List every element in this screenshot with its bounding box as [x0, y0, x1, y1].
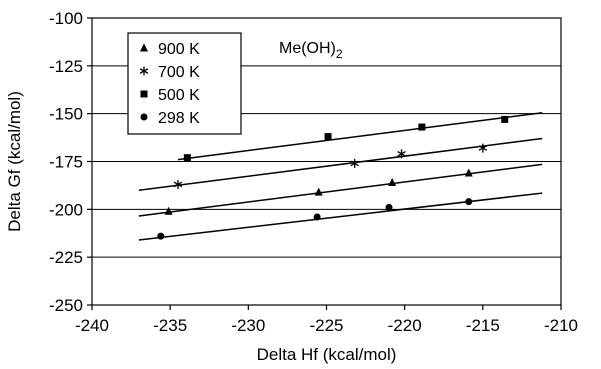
legend-marker — [140, 43, 148, 52]
y-tick-label: -100 — [49, 9, 83, 28]
data-point — [501, 115, 509, 123]
y-tick-label: -125 — [49, 57, 83, 76]
data-point — [313, 213, 321, 221]
y-tick-label: -250 — [49, 296, 83, 315]
data-point — [173, 179, 183, 189]
data-point — [324, 133, 332, 141]
data-point — [385, 203, 393, 211]
x-tick-label: -215 — [466, 316, 500, 335]
data-point — [314, 187, 323, 196]
y-tick-label: -200 — [49, 200, 83, 219]
y-tick-label: -175 — [49, 153, 83, 172]
annotation-base: Me(OH) — [279, 40, 336, 57]
data-point — [350, 158, 359, 168]
y-axis-title: Delta Gf (kcal/mol) — [5, 91, 24, 232]
x-tick-label: -225 — [309, 316, 343, 335]
legend-marker — [139, 66, 149, 76]
chart-annotation: Me(OH)2 — [279, 40, 343, 61]
data-point — [388, 178, 397, 187]
annotation-subscript: 2 — [336, 47, 343, 61]
data-point — [157, 232, 165, 240]
x-tick-label: -235 — [153, 316, 187, 335]
axis-ticks: -100 -125 -150 -175 -200 -225 -250-240 -235 -230… — [49, 9, 578, 335]
data-point — [465, 198, 473, 206]
data-points — [157, 115, 509, 240]
x-tick-label: -240 — [75, 316, 109, 335]
legend-label: 700 K — [158, 64, 200, 81]
trend-line — [138, 192, 543, 241]
x-tick-label: -230 — [231, 316, 265, 335]
legend-marker — [140, 90, 148, 98]
x-axis-title: Delta Hf (kcal/mol) — [257, 345, 397, 364]
legend-label: 500 K — [158, 87, 200, 104]
data-point — [478, 143, 488, 153]
legend-marker — [140, 113, 148, 121]
legend-label: 900 K — [158, 41, 200, 58]
trend-line — [138, 163, 543, 217]
trend-lines — [138, 111, 543, 241]
legend: 900 K 700 K 500 K 298 K — [127, 32, 242, 135]
data-point — [164, 206, 173, 215]
data-point — [464, 168, 473, 177]
x-tick-label: -220 — [388, 316, 422, 335]
data-point — [397, 149, 406, 159]
data-point — [418, 123, 426, 131]
trend-line — [138, 137, 543, 191]
legend-label: 298 K — [158, 110, 200, 127]
y-tick-label: -225 — [49, 248, 83, 267]
x-tick-label: -210 — [544, 316, 578, 335]
y-tick-label: -150 — [49, 105, 83, 124]
data-point — [183, 154, 191, 162]
trend-line — [177, 111, 543, 161]
